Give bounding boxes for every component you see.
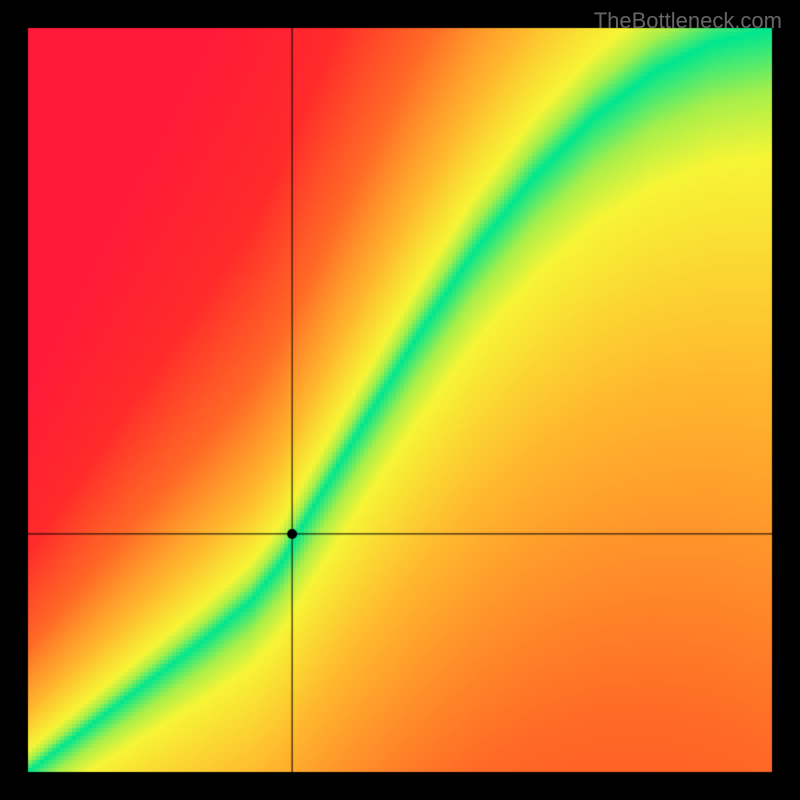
watermark-text: TheBottleneck.com	[594, 8, 782, 34]
chart-container: TheBottleneck.com	[0, 0, 800, 800]
heatmap-canvas	[0, 0, 800, 800]
